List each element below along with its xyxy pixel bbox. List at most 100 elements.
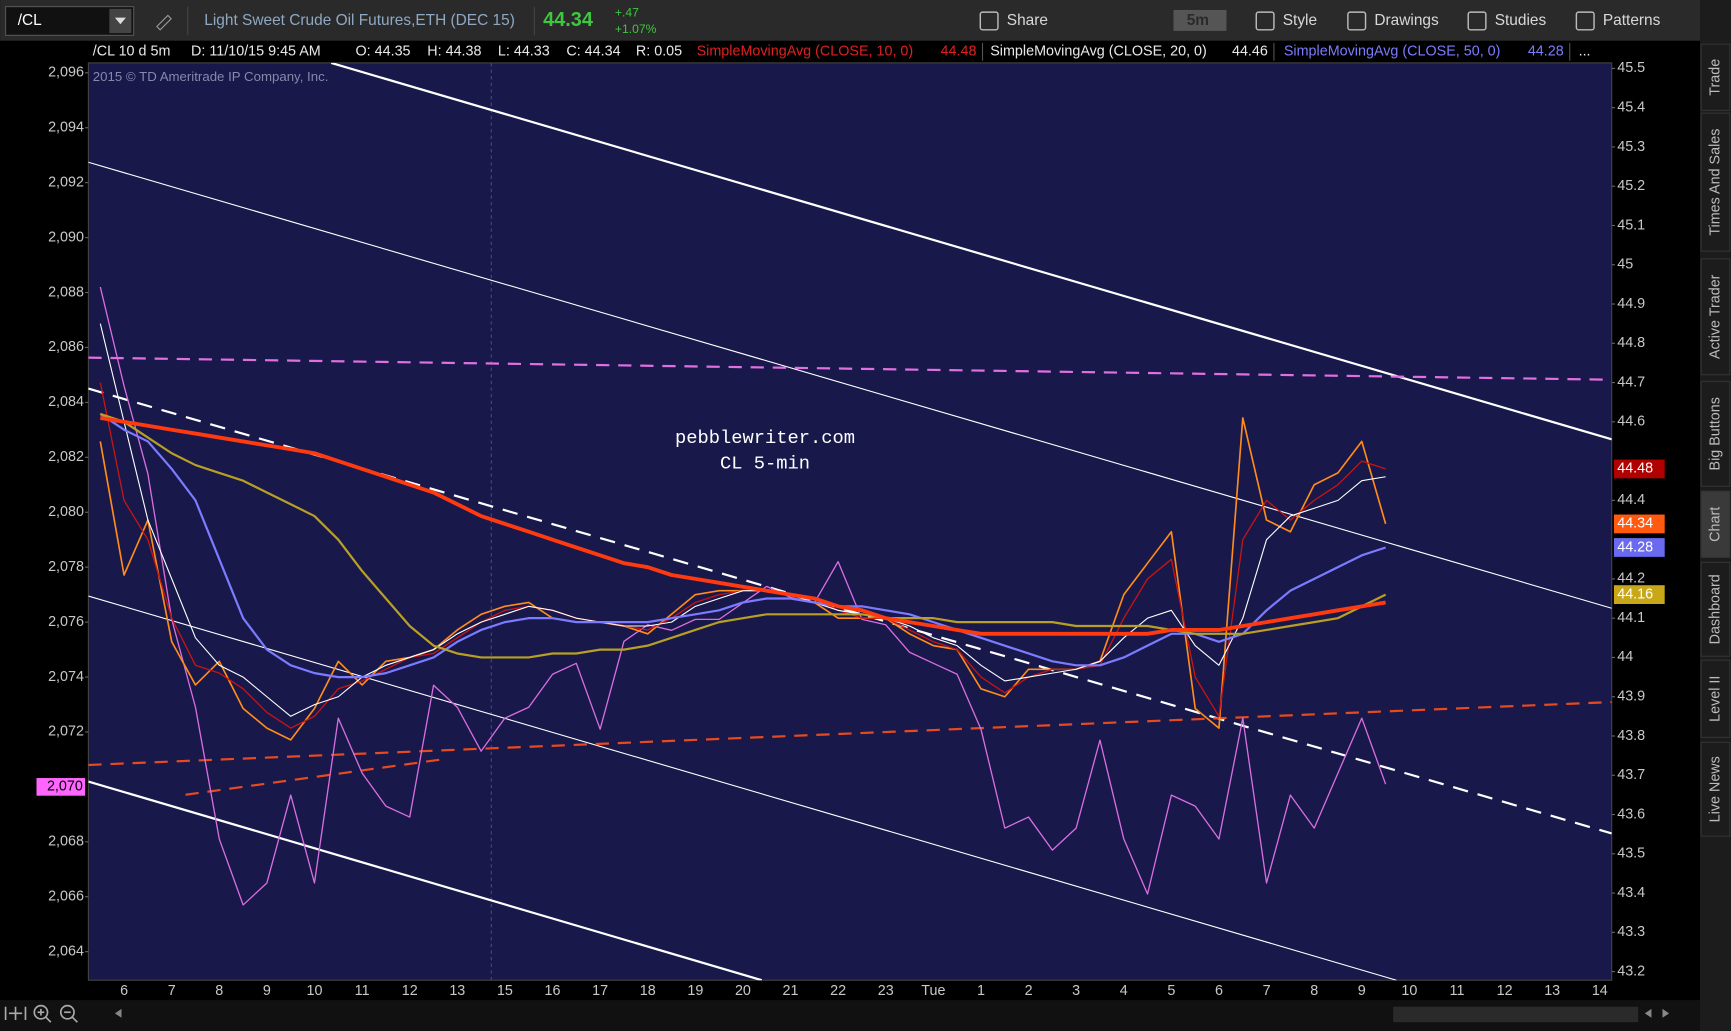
symbol: /CL	[18, 12, 42, 29]
side-tab-label: Times And Sales	[1707, 129, 1723, 236]
info-range: R: 0.05	[636, 44, 682, 60]
side-tab-label: Active Trader	[1707, 274, 1723, 359]
price-tag-label: 44.16	[1617, 586, 1653, 602]
zoom-controls[interactable]	[4, 1004, 78, 1023]
price-tag	[1613, 585, 1665, 604]
button-icon[interactable]	[1347, 11, 1367, 31]
scroll-left[interactable]	[114, 1008, 122, 1018]
y2-tick-label: 44.6	[1617, 414, 1645, 430]
info-close: C: 44.34	[566, 44, 620, 60]
side-tab-label: Level II	[1707, 676, 1723, 722]
toolbar-button[interactable]: 5m	[1187, 12, 1209, 29]
toolbar-button[interactable]: Share	[1007, 12, 1048, 29]
plot-area	[87, 62, 1613, 981]
y2-tick-label: 45.4	[1617, 99, 1645, 115]
annotation: pebblewriter.com	[675, 427, 855, 449]
side-tab-label: Live News	[1707, 756, 1723, 822]
y-tick-label: 2,092	[48, 174, 84, 190]
info-more: ...	[1579, 44, 1591, 60]
x-tick-label: 22	[830, 983, 846, 999]
y2-tick-label: 45	[1617, 257, 1633, 273]
x-tick-label: Tue	[921, 983, 945, 999]
side-tab[interactable]	[1700, 659, 1731, 738]
button-icon[interactable]	[979, 11, 999, 31]
legend-value: 44.46	[1232, 44, 1268, 60]
y2-tick-label: 45.1	[1617, 217, 1645, 233]
x-tick-label: 13	[449, 983, 465, 999]
x-tick-label: 9	[1358, 983, 1366, 999]
series-layer	[99, 286, 1387, 906]
side-tab[interactable]	[1700, 43, 1731, 111]
trend-line[interactable]	[88, 780, 763, 981]
y-tick-label: 2,066	[48, 889, 84, 905]
info-high: H: 44.38	[427, 44, 481, 60]
x-tick-label: 11	[1450, 983, 1465, 999]
side-tab[interactable]	[1700, 112, 1731, 252]
info-low: L: 44.33	[498, 44, 550, 60]
side-tab[interactable]	[1700, 561, 1731, 657]
legend-label: SimpleMovingAvg (CLOSE, 20, 0)	[990, 44, 1207, 60]
x-tick-label: 10	[1401, 983, 1417, 999]
y2-tick-label: 44.8	[1617, 335, 1645, 351]
y-tick-label: 2,084	[48, 394, 84, 410]
x-tick-label: 3	[1072, 983, 1080, 999]
left-tag-label: 2,070	[47, 779, 83, 795]
side-tab[interactable]	[1700, 258, 1731, 376]
watermark: 2015 © TD Ameritrade IP Company, Inc.	[93, 69, 329, 84]
y-tick-label: 2,080	[48, 504, 84, 520]
y-tick-label: 2,078	[48, 559, 84, 575]
toolbar	[0, 0, 1731, 41]
side-tab[interactable]	[1700, 741, 1731, 837]
timeframe-box[interactable]	[1173, 9, 1227, 31]
toolbar-button[interactable]: Studies	[1495, 12, 1547, 29]
x-tick-label: 18	[640, 983, 656, 999]
legend-label: SimpleMovingAvg (CLOSE, 50, 0)	[1284, 44, 1501, 60]
y-tick-label: 2,082	[48, 449, 84, 465]
x-tick-label: 8	[1310, 983, 1318, 999]
toolbar-button[interactable]: Drawings	[1374, 12, 1439, 29]
link-icon[interactable]	[156, 14, 172, 31]
y2-tick-label: 44	[1617, 649, 1633, 665]
info-date: D: 11/10/15 9:45 AM	[191, 44, 321, 60]
scroll-arrows[interactable]	[1644, 1008, 1670, 1018]
x-tick-label: 10	[307, 983, 323, 999]
side-tab-label: Big Buttons	[1707, 397, 1723, 470]
y-tick-label: 2,094	[48, 120, 84, 136]
button-icon[interactable]	[1575, 11, 1595, 31]
x-tick-label: 14	[1592, 983, 1608, 999]
price-tag-label: 44.48	[1617, 461, 1653, 477]
scrollbar[interactable]	[1393, 1006, 1639, 1023]
toolbar-button[interactable]: Style	[1283, 12, 1317, 29]
side-tab[interactable]	[1700, 380, 1731, 487]
x-tick-label: 23	[878, 983, 894, 999]
x-tick-label: 5	[1167, 983, 1175, 999]
y2-tick-label: 44.4	[1617, 492, 1645, 508]
trend-line[interactable]	[88, 161, 1612, 609]
y2-tick-label: 44.7	[1617, 374, 1645, 390]
resistance-line[interactable]	[88, 356, 1612, 381]
x-tick-label: 16	[545, 983, 561, 999]
support-line[interactable]	[88, 700, 1612, 767]
trend-line[interactable]	[88, 595, 1397, 981]
button-icon[interactable]	[1467, 11, 1487, 31]
legend-value: 44.48	[941, 44, 977, 60]
y2-tick-label: 45.5	[1617, 60, 1645, 76]
toolbar-button[interactable]: Patterns	[1603, 12, 1661, 29]
side-tab-label: Dashboard	[1707, 574, 1723, 644]
button-icon[interactable]	[1255, 11, 1275, 31]
price-tag	[1613, 459, 1665, 479]
x-tick-label: 12	[1497, 983, 1513, 999]
y-tick-label: 2,072	[48, 724, 84, 740]
x-tick-label: 2	[1025, 983, 1033, 999]
price-tag	[1613, 514, 1665, 534]
y2-tick-label: 43.2	[1617, 963, 1645, 979]
x-tick-label: 1	[977, 983, 985, 999]
series-line	[99, 416, 1386, 636]
left-tag	[36, 778, 86, 796]
x-tick-label: 6	[1215, 983, 1223, 999]
side-tab[interactable]	[1700, 490, 1731, 558]
y2-tick-label: 45.3	[1617, 139, 1645, 155]
y-tick-label: 2,086	[48, 339, 84, 355]
y2-tick-label: 43.6	[1617, 806, 1645, 822]
info-open: O: 44.35	[356, 44, 411, 60]
